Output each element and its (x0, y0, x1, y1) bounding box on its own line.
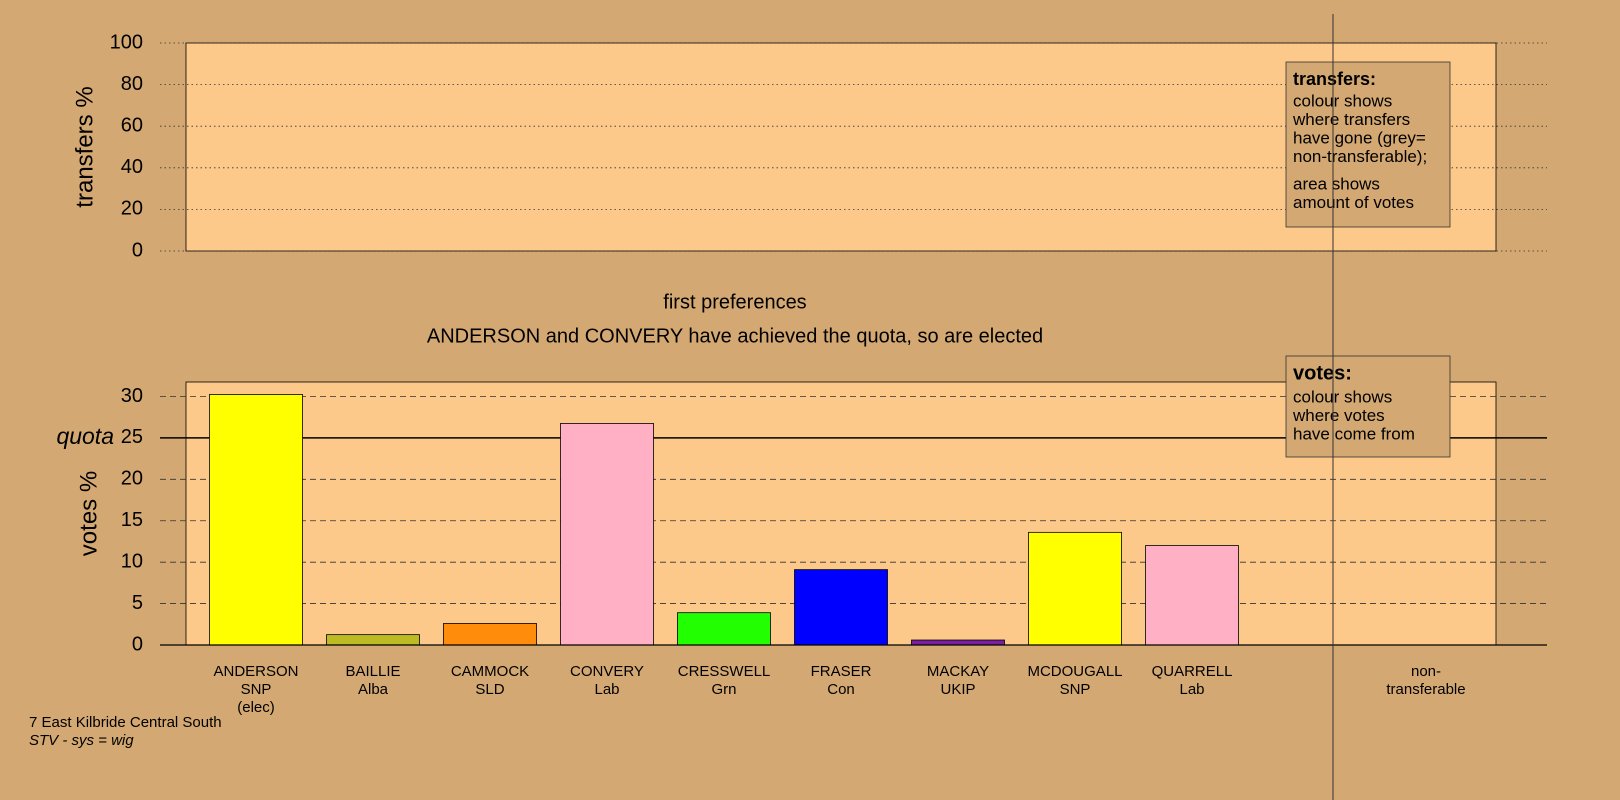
x-tick-label: non- (1411, 663, 1441, 680)
party-label: Lab (1179, 681, 1204, 698)
x-tick-label: transferable (1386, 681, 1465, 698)
x-tick-label: CRESSWELL (678, 663, 771, 680)
legend-text: amount of votes (1293, 193, 1414, 212)
x-tick-label: FRASER (811, 663, 872, 680)
chart-title: first preferences (663, 291, 806, 313)
party-label: SNP (241, 681, 272, 698)
x-tick-label: QUARRELL (1152, 663, 1233, 680)
party-label: SNP (1060, 681, 1091, 698)
legend-text: colour shows (1293, 387, 1392, 406)
y-tick-label: 80 (121, 73, 143, 95)
bar (443, 623, 537, 646)
footer-constituency: 7 East Kilbride Central South (29, 714, 222, 731)
party-label: Grn (711, 681, 736, 698)
legend-text: have gone (grey= (1293, 128, 1426, 147)
y-tick-label: 0 (132, 633, 143, 655)
note-label: (elec) (237, 699, 275, 716)
x-tick-label: CONVERY (570, 663, 644, 680)
legend-box (1285, 61, 1451, 228)
party-label: Lab (594, 681, 619, 698)
footer-system: STV - sys = wig (29, 732, 134, 749)
party-label: SLD (475, 681, 504, 698)
legend-text: have come from (1293, 424, 1415, 443)
bar (560, 423, 654, 646)
y-axis-label: votes % (75, 471, 102, 556)
y-axis-label: transfers % (71, 86, 98, 207)
y-tick-label: 20 (121, 198, 143, 220)
y-tick-label: 5 (132, 592, 143, 614)
y-tick-label: 25 (121, 426, 143, 448)
bar (209, 394, 303, 646)
legend-text: colour shows (1293, 91, 1392, 110)
bar (326, 634, 420, 646)
legend-text: where votes (1292, 406, 1385, 425)
y-tick-label: 30 (121, 385, 143, 407)
bar (911, 639, 1005, 646)
legend-text: where transfers (1292, 110, 1410, 129)
y-tick-label: 15 (121, 509, 143, 531)
x-tick-label: MACKAY (927, 663, 989, 680)
y-tick-label: 100 (110, 31, 143, 53)
party-label: Con (827, 681, 855, 698)
x-tick-label: CAMMOCK (451, 663, 529, 680)
legend-text: non-transferable); (1293, 147, 1427, 166)
plot-area (185, 42, 1497, 252)
quota-label: quota (56, 423, 114, 449)
y-tick-label: 0 (132, 239, 143, 261)
x-tick-label: ANDERSON (213, 663, 298, 680)
legend-heading: transfers: (1293, 69, 1376, 89)
y-tick-label: 40 (121, 156, 143, 178)
y-tick-label: 10 (121, 550, 143, 572)
bar (677, 612, 771, 646)
x-tick-label: MCDOUGALL (1027, 663, 1122, 680)
x-tick-label: BAILLIE (345, 663, 400, 680)
legend-heading: votes: (1293, 362, 1352, 384)
chart-subtitle: ANDERSON and CONVERY have achieved the q… (427, 325, 1043, 347)
y-tick-label: 60 (121, 114, 143, 136)
bar (794, 569, 888, 646)
party-label: UKIP (940, 681, 975, 698)
y-tick-label: 20 (121, 468, 143, 490)
legend-text: area shows (1293, 174, 1380, 193)
party-label: Alba (358, 681, 389, 698)
bar (1145, 545, 1239, 646)
bar (1028, 531, 1122, 646)
legend-box (1285, 355, 1451, 458)
